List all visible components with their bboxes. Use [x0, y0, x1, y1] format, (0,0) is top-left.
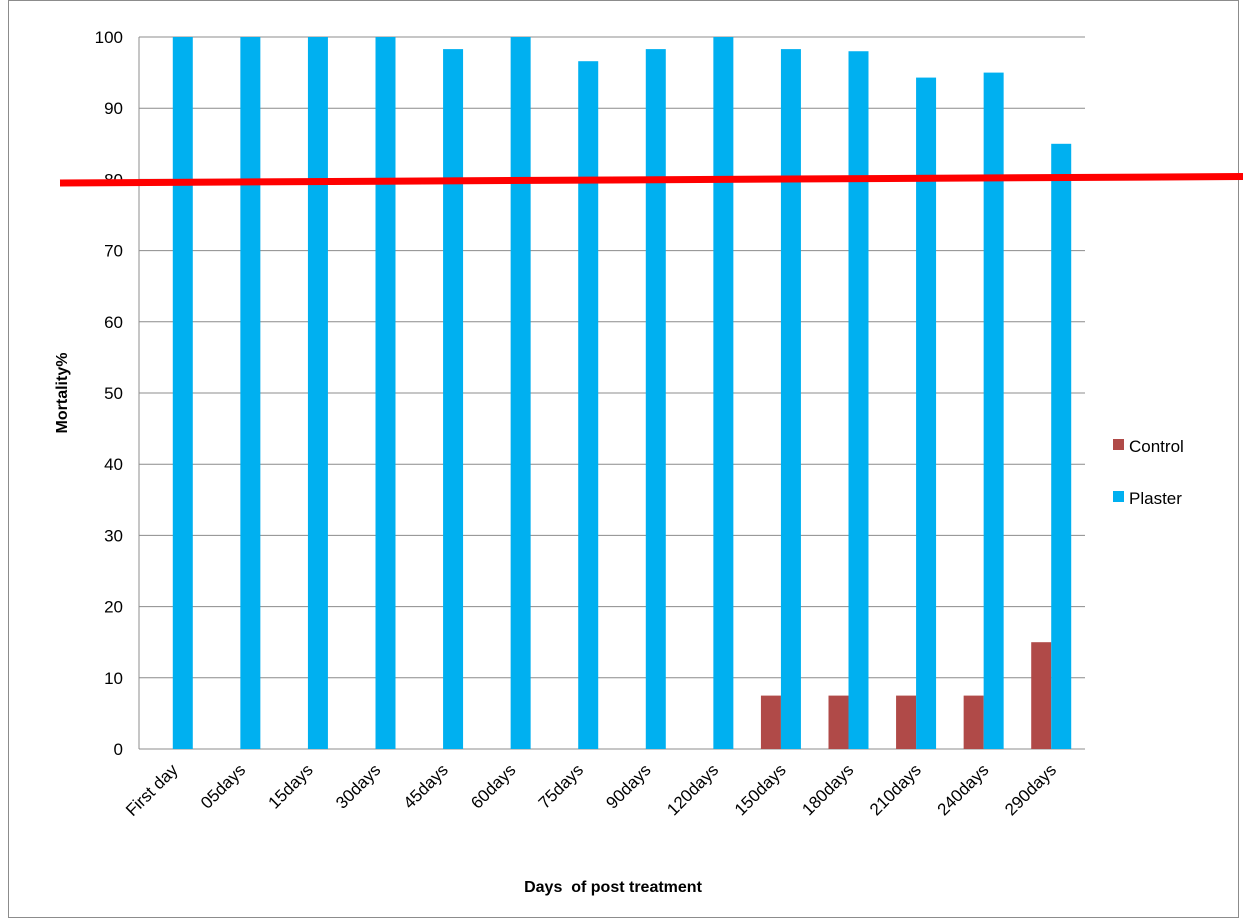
control-legend-swatch	[1113, 439, 1124, 450]
chart-frame	[8, 0, 1239, 918]
x-tick-label: First day	[122, 760, 182, 820]
plaster-bar	[240, 37, 261, 749]
control-bar	[760, 695, 781, 749]
x-tick-labels: First day 05days 15days 30days 45days 60days 7…	[122, 760, 1060, 820]
y-tick-label: 0	[114, 740, 123, 759]
plaster-bar	[645, 49, 666, 749]
plaster-bar	[983, 72, 1004, 750]
x-tick-label: 60days	[467, 760, 519, 812]
x-tick-label: 240days	[934, 760, 993, 819]
plaster-bar	[443, 49, 464, 749]
x-tick-label: 150days	[731, 760, 790, 819]
x-tick-label: 15days	[265, 760, 317, 812]
x-tick-label: 180days	[798, 760, 857, 819]
annotations	[59, 173, 1243, 187]
y-tick-label: 20	[104, 598, 123, 617]
plaster-legend-swatch	[1113, 491, 1124, 502]
y-tick-label: 100	[95, 28, 123, 47]
x-axis-title: Days of post treatment	[524, 879, 702, 896]
y-tick-label: 90	[104, 99, 123, 118]
x-tick-label: 05days	[197, 760, 249, 812]
plaster-bar	[510, 37, 531, 749]
plaster-bar	[578, 61, 599, 749]
plaster-bar	[848, 51, 869, 750]
y-tick-label: 60	[104, 313, 123, 332]
control-bar	[963, 695, 984, 749]
y-tick-label: 70	[104, 242, 123, 261]
x-tick-label: 45days	[400, 760, 452, 812]
y-tick-labels: 0102030405060708090100	[95, 28, 123, 759]
grid-lines	[138, 36, 1085, 750]
control-bar	[828, 695, 849, 749]
bars	[172, 37, 1072, 750]
x-tick-label: 210days	[866, 760, 925, 819]
plaster-bar	[713, 37, 734, 749]
legend: Control Plaster	[1113, 437, 1184, 508]
x-tick-label: 120days	[663, 760, 722, 819]
y-tick-label: 40	[104, 455, 123, 474]
plaster-bar	[916, 77, 937, 750]
plaster-bar	[780, 49, 801, 749]
plaster-bar	[1051, 143, 1072, 750]
x-tick-label: 75days	[535, 760, 587, 812]
y-axis-title: Mortality%	[54, 353, 71, 434]
threshold-line	[59, 173, 1243, 187]
plaster-bar	[375, 37, 396, 749]
control-bar	[1031, 642, 1052, 749]
plaster-bar	[307, 37, 328, 749]
control-bar	[896, 695, 917, 749]
y-tick-label: 30	[104, 526, 123, 545]
plaster-bar	[172, 37, 193, 749]
x-tick-label: 290days	[1001, 760, 1060, 819]
control-legend-label: Control	[1129, 437, 1184, 456]
x-tick-label: 90days	[602, 760, 654, 812]
plaster-legend-label: Plaster	[1129, 489, 1182, 508]
x-tick-label: 30days	[332, 760, 384, 812]
y-tick-label: 50	[104, 384, 123, 403]
y-tick-label: 10	[104, 669, 123, 688]
